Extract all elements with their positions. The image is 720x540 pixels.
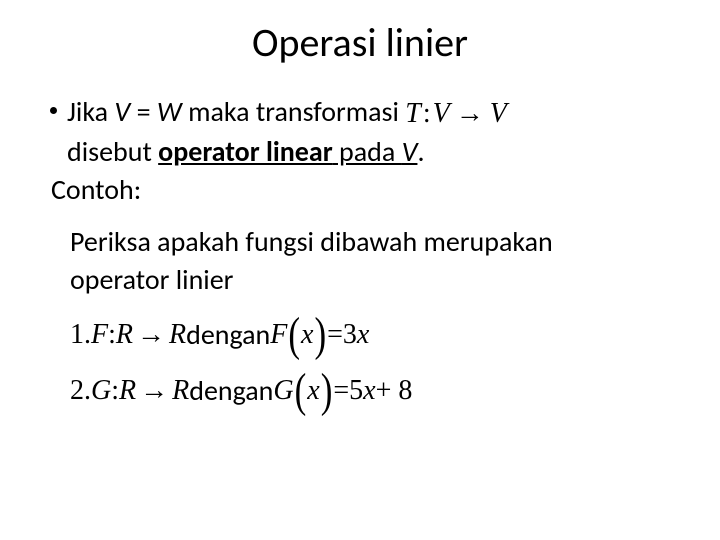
example-item-2: 2. G : R→R dengan G(x) = 5x + 8: [70, 372, 670, 410]
text: pada: [333, 134, 402, 169]
paren-left-icon: (: [294, 372, 308, 410]
arrow-icon: →: [452, 95, 488, 133]
func-name: F: [270, 316, 287, 354]
var-v: V: [402, 134, 418, 169]
equals: =: [327, 316, 343, 354]
paren-left-icon: (: [287, 316, 301, 354]
text: =: [130, 94, 157, 129]
var-x: x: [307, 372, 319, 410]
line-3: Contoh:: [51, 171, 507, 209]
func-name: G: [91, 372, 111, 410]
text: Contoh:: [51, 172, 141, 207]
bullet-dot-icon: [50, 107, 57, 114]
map-to: V: [490, 95, 507, 133]
line-1: Jika V = W maka transformasi T : V→V: [67, 93, 507, 133]
example-prompt-2: operator linier: [70, 261, 670, 299]
tail: + 8: [376, 372, 413, 410]
example-item-1: 1. F : R→R dengan F(x) = 3x: [70, 316, 670, 354]
colon: :: [111, 372, 119, 410]
slide: Operasi linier Jika V = W maka transform…: [0, 0, 720, 540]
bullet-item: Jika V = W maka transformasi T : V→V dis…: [50, 93, 670, 209]
arrow-icon: →: [136, 372, 172, 410]
paren-right-icon: ): [320, 372, 334, 410]
var-w: W: [157, 94, 182, 129]
paren-right-icon: ): [313, 316, 327, 354]
var-v: V: [114, 94, 130, 129]
colon: :: [108, 316, 116, 354]
slide-title: Operasi linier: [50, 18, 670, 67]
line-2: disebut operator linear pada V.: [67, 133, 507, 171]
var-x: x: [363, 372, 375, 410]
var-x: x: [357, 316, 369, 354]
map-t: T: [405, 95, 421, 133]
slide-body: Jika V = W maka transformasi T : V→V dis…: [50, 93, 670, 410]
text: maka transformasi: [182, 94, 405, 129]
coeff: 5: [349, 372, 363, 410]
func-name: F: [91, 316, 108, 354]
map-from: V: [433, 95, 450, 133]
domain: R: [116, 316, 133, 354]
text-dengan: dengan: [186, 316, 270, 354]
item-number: 1.: [70, 316, 91, 354]
text: disebut: [67, 134, 158, 169]
domain: R: [119, 372, 136, 410]
item-number: 2.: [70, 372, 91, 410]
text: Jika: [67, 94, 114, 129]
codomain: R: [172, 372, 189, 410]
func-name: G: [273, 372, 293, 410]
example-block: Periksa apakah fungsi dibawah merupakan …: [68, 223, 670, 410]
text-dengan: dengan: [189, 372, 273, 410]
text: operator linear: [158, 134, 333, 169]
term-operator-linear: operator linear: [158, 134, 333, 169]
coeff: 3: [343, 316, 357, 354]
map-colon: :: [423, 95, 431, 133]
codomain: R: [169, 316, 186, 354]
equals: =: [333, 372, 349, 410]
arrow-icon: →: [133, 316, 169, 354]
bullet-content: Jika V = W maka transformasi T : V→V dis…: [67, 93, 507, 209]
example-prompt-1: Periksa apakah fungsi dibawah merupakan: [70, 223, 670, 261]
var-x: x: [301, 316, 313, 354]
text: .: [417, 134, 424, 169]
mapping-expr: T : V→V: [405, 95, 507, 133]
